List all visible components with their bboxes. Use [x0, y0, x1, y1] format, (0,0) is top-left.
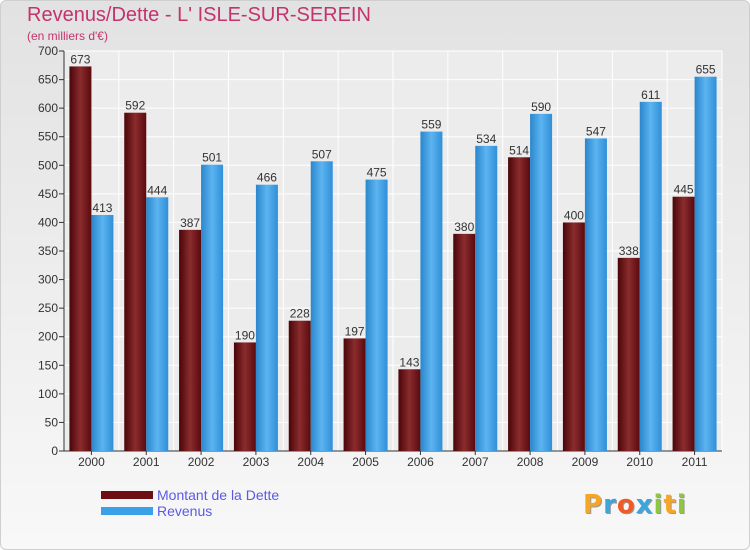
data-labels: 673 413 592 444 387 501 190 466 228 507 197 475 143 5…	[70, 52, 716, 369]
bar-revenus	[146, 197, 169, 451]
bar-dette	[179, 229, 202, 451]
bar-revenus	[255, 184, 278, 451]
y-tick-label: 100	[38, 387, 58, 401]
logo-letter: r	[603, 490, 617, 520]
bar-dette	[617, 257, 640, 451]
legend-swatch-revenus	[101, 507, 153, 515]
y-tick-label: 0	[51, 444, 58, 458]
x-tick-label: 2008	[517, 455, 544, 469]
data-label-revenus: 475	[367, 166, 387, 180]
axes: 0 50 100 150 200 250 300 350 400 450 500 550 600 650 7…	[38, 44, 722, 469]
data-label-revenus: 655	[696, 63, 716, 77]
bar-dette	[233, 342, 256, 451]
bar-dette	[562, 222, 585, 451]
data-label-dette: 592	[125, 99, 145, 113]
gridlines	[63, 50, 723, 452]
legend-label-revenus: Revenus	[157, 503, 213, 519]
data-label-revenus: 590	[531, 100, 551, 114]
logo-letter: x	[635, 490, 654, 520]
data-label-dette: 673	[70, 52, 90, 66]
data-label-dette: 143	[399, 355, 419, 369]
bar-revenus	[584, 138, 607, 451]
x-tick-label: 2005	[352, 455, 379, 469]
bar-revenus	[694, 76, 717, 451]
data-label-revenus: 534	[476, 132, 496, 146]
bar-revenus	[475, 145, 498, 451]
bar-dette	[508, 157, 531, 452]
bar-revenus	[310, 161, 333, 452]
data-label-revenus: 507	[312, 147, 332, 161]
y-tick-label: 350	[38, 244, 58, 258]
data-label-dette: 228	[290, 307, 310, 321]
data-label-revenus: 559	[421, 118, 441, 132]
y-tick-label: 400	[38, 215, 58, 229]
legend-label-dette: Montant de la Dette	[157, 487, 280, 503]
y-tick-label: 500	[38, 158, 58, 172]
bar-revenus	[91, 215, 114, 451]
data-label-dette: 445	[674, 183, 694, 197]
data-label-dette: 387	[180, 216, 200, 230]
x-tick-label: 2011	[682, 455, 708, 469]
bar-dette	[288, 320, 311, 451]
data-label-revenus: 413	[92, 201, 112, 215]
data-label-revenus: 611	[641, 88, 660, 102]
logo-letter: P	[583, 490, 604, 520]
data-label-revenus: 466	[257, 171, 277, 185]
x-tick-label: 2004	[297, 455, 324, 469]
data-label-dette: 514	[509, 143, 529, 157]
bar-revenus	[201, 164, 224, 451]
y-tick-label: 150	[38, 358, 58, 372]
data-label-dette: 400	[564, 208, 584, 222]
data-label-revenus: 547	[586, 124, 606, 138]
data-label-dette: 197	[345, 324, 365, 338]
x-tick-label: 2009	[572, 455, 599, 469]
x-tick-label: 2007	[462, 455, 489, 469]
data-label-dette: 338	[619, 244, 639, 258]
logo-letter: i	[653, 490, 664, 520]
chart-title: Revenus/Dette - L' ISLE-SUR-SEREIN	[27, 4, 371, 26]
x-tick-label: 2002	[188, 455, 215, 469]
x-tick-label: 2006	[407, 455, 434, 469]
data-label-dette: 190	[235, 328, 255, 342]
logo-letter: t	[663, 490, 677, 520]
bar-dette	[672, 196, 695, 451]
y-tick-label: 250	[38, 301, 58, 315]
y-tick-label: 550	[38, 130, 58, 144]
proxiti-logo: Proxiti	[583, 490, 687, 520]
y-tick-label: 600	[38, 101, 58, 115]
y-tick-label: 700	[38, 44, 58, 58]
y-tick-label: 50	[45, 415, 59, 429]
y-tick-label: 450	[38, 187, 58, 201]
bar-dette	[124, 112, 147, 451]
bar-dette	[69, 66, 92, 451]
bar-revenus	[365, 179, 388, 452]
bar-revenus	[639, 101, 662, 451]
bars	[69, 66, 717, 452]
x-tick-label: 2001	[133, 455, 160, 469]
bar-revenus	[420, 131, 443, 452]
chart-subtitle: (en milliers d'€)	[27, 29, 108, 43]
x-tick-label: 2010	[626, 455, 653, 469]
logo-letter: i	[676, 490, 687, 520]
y-tick-label: 200	[38, 330, 58, 344]
y-tick-label: 650	[38, 73, 58, 87]
data-label-revenus: 501	[202, 151, 222, 165]
x-tick-label: 2000	[78, 455, 105, 469]
bar-dette	[398, 369, 421, 451]
legend-swatch-dette	[101, 491, 153, 499]
logo-letter: o	[616, 490, 636, 520]
data-label-dette: 380	[454, 220, 474, 234]
bar-dette	[453, 233, 476, 451]
x-tick-label: 2003	[243, 455, 270, 469]
bar-revenus	[530, 113, 553, 451]
bar-dette	[343, 338, 366, 451]
y-tick-label: 300	[38, 273, 58, 287]
data-label-revenus: 444	[147, 183, 167, 197]
